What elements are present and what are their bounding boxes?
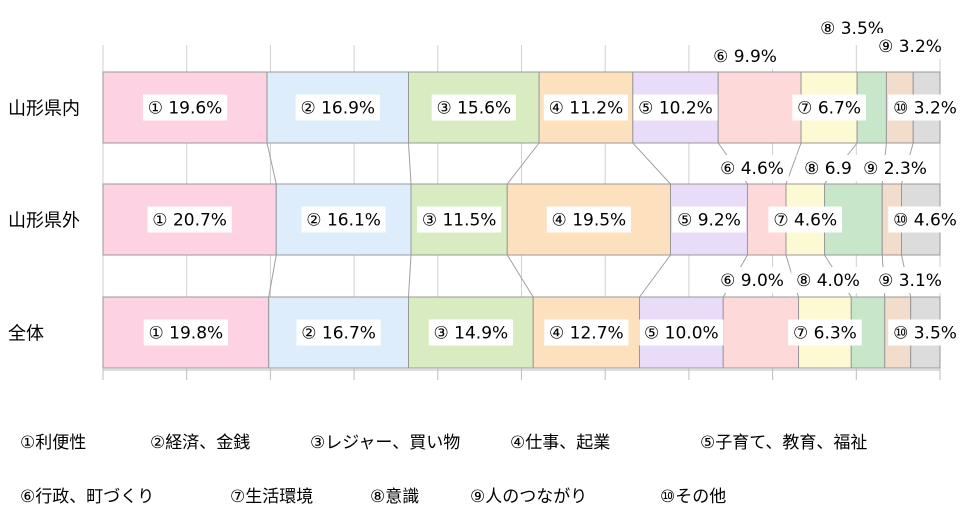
data-label-box — [142, 94, 228, 121]
series-line — [266, 142, 277, 185]
data-label-box — [672, 206, 746, 233]
legend-item: ⑨人のつながり — [470, 487, 588, 507]
data-label: ⑦ 6.7% — [797, 99, 861, 119]
data-label-box — [708, 43, 782, 69]
data-label-box — [715, 155, 789, 181]
legend-item: ⑤子育て、教育、福祉 — [700, 433, 868, 453]
data-label-box — [791, 267, 865, 293]
legend-item: ⑦生活環境 — [230, 487, 314, 507]
series-line — [632, 142, 671, 185]
legend-item: ⑥行政、町づくり — [20, 487, 155, 507]
series-line — [408, 142, 412, 185]
data-label: ③ 14.9% — [434, 324, 509, 344]
data-label-box — [295, 94, 380, 121]
data-label: ⑩ 3.5% — [893, 324, 957, 344]
data-label-box — [796, 155, 860, 181]
data-label: ② 16.9% — [300, 99, 375, 119]
legend-item: ⑩その他 — [660, 487, 727, 507]
data-label: ⑩ 4.6% — [893, 211, 957, 231]
series-line — [268, 254, 277, 298]
bar-segment — [722, 296, 800, 369]
data-label: ⑤ 9.2% — [677, 211, 741, 231]
data-label: ⑨ 2.3% — [863, 159, 927, 179]
data-label-box — [633, 94, 718, 121]
legend-item: ④仕事、起業 — [510, 433, 611, 453]
series-line — [506, 254, 534, 298]
data-label-box — [428, 319, 513, 346]
data-label-box — [546, 206, 631, 233]
series-line — [639, 254, 671, 298]
data-label: ② 16.1% — [306, 211, 381, 231]
data-label: ① 19.8% — [149, 324, 224, 344]
data-label-box — [888, 94, 962, 121]
data-label: ⑩ 3.2% — [893, 99, 957, 119]
data-label: ⑦ 4.6% — [773, 211, 837, 231]
data-label: ④ 11.2% — [549, 99, 624, 119]
data-label: ① 20.7% — [152, 211, 227, 231]
data-label: ④ 19.5% — [552, 211, 627, 231]
data-label-box — [715, 267, 789, 293]
series-line — [506, 142, 540, 185]
data-label-box — [431, 94, 516, 121]
data-label-box — [858, 155, 932, 181]
data-label: ⑥ 4.6% — [720, 159, 784, 179]
data-label: ⑤ 10.2% — [638, 99, 713, 119]
series-line — [408, 254, 412, 298]
data-label: ⑥ 9.0% — [720, 271, 784, 291]
data-label-box — [888, 206, 962, 233]
legend-item: ①利便性 — [20, 433, 87, 453]
data-label-box — [768, 206, 843, 233]
data-label: ⑥ 9.9% — [713, 47, 777, 67]
data-label: ⑤ 10.0% — [644, 324, 719, 344]
data-label: ③ 11.5% — [422, 211, 497, 231]
legend-item: ③レジャー、買い物 — [310, 433, 461, 453]
data-label-box — [873, 33, 947, 59]
data-label: ⑧ 6.9 — [804, 159, 852, 179]
bar-segment — [717, 71, 802, 144]
data-label-box — [788, 319, 862, 346]
data-label: ⑦ 6.3% — [793, 324, 857, 344]
data-label: ① 19.6% — [148, 99, 223, 119]
category-label: 全体 — [8, 324, 44, 345]
category-label: 山形県外 — [8, 211, 80, 232]
data-label-box — [873, 267, 947, 293]
data-label-box — [792, 94, 866, 121]
data-label-box — [544, 319, 629, 346]
data-label-box — [301, 206, 386, 233]
data-label: ③ 15.6% — [436, 99, 511, 119]
data-label: ⑨ 3.1% — [878, 271, 942, 291]
data-label-box — [417, 206, 502, 233]
data-label: ④ 12.7% — [549, 324, 624, 344]
legend-row-1: ①利便性 ②経済、金銭 ③レジャー、買い物 ④仕事、起業 ⑤子育て、教育、福祉 — [0, 428, 975, 458]
data-label: ⑧ 4.0% — [796, 271, 860, 291]
data-label-box — [543, 94, 629, 121]
legend-item: ②経済、金銭 — [150, 433, 251, 453]
data-label-box — [147, 206, 232, 233]
data-label-box — [296, 319, 381, 346]
data-label-box — [888, 319, 962, 346]
legend-row-2: ⑥行政、町づくり ⑦生活環境 ⑧意識 ⑨人のつながり ⑩その他 — [0, 482, 975, 512]
data-label: ⑨ 3.2% — [878, 37, 942, 57]
data-label-box — [143, 319, 228, 346]
data-label: ② 16.7% — [301, 324, 376, 344]
data-label-box — [639, 319, 724, 346]
data-label: ⑧ 3.5% — [820, 19, 884, 39]
legend-item: ⑧意識 — [370, 487, 420, 507]
category-label: 山形県内 — [8, 99, 80, 120]
